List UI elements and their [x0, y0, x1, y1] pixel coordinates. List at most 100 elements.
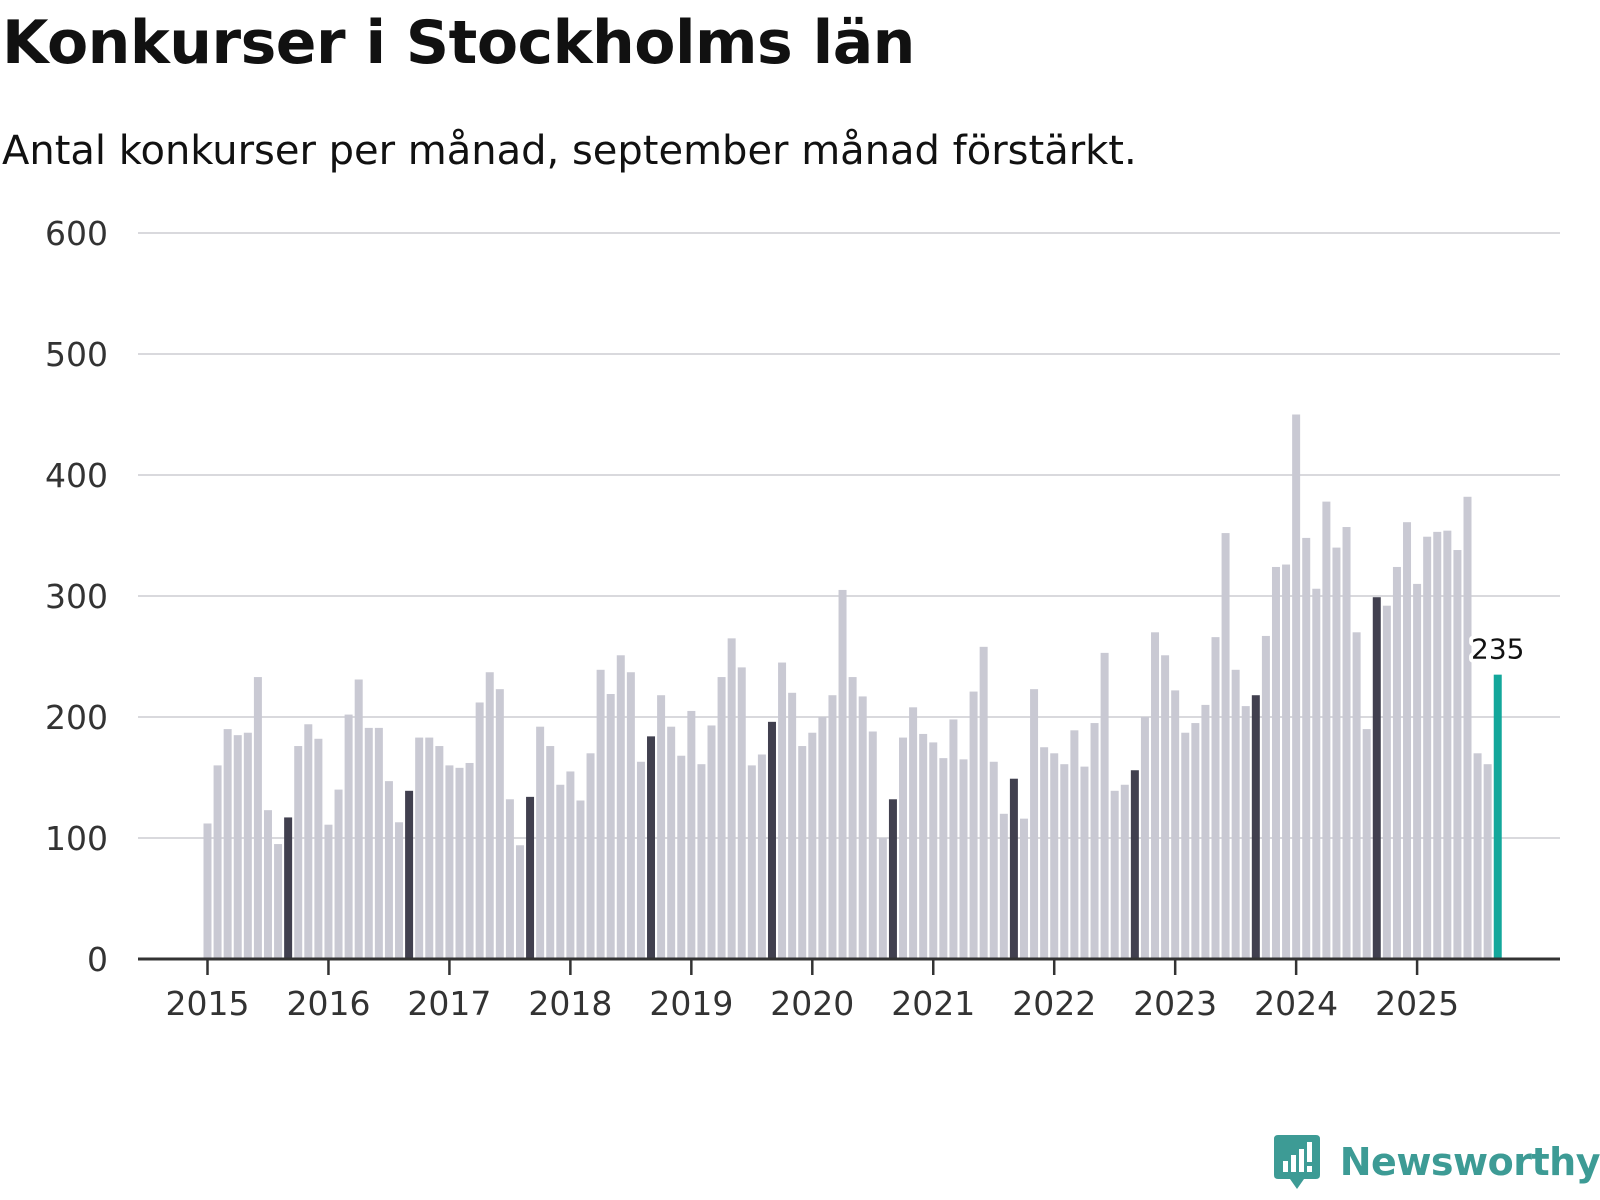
- bar: [868, 731, 877, 959]
- bar: [294, 746, 303, 959]
- bar: [667, 726, 676, 959]
- bar-september: [1251, 695, 1260, 959]
- y-tick-label: 500: [45, 335, 108, 374]
- bar: [677, 755, 686, 959]
- x-tick-label: 2024: [1254, 984, 1338, 1023]
- bar: [969, 691, 978, 959]
- bar: [1050, 753, 1059, 959]
- bar: [919, 733, 928, 959]
- bar: [1140, 717, 1149, 959]
- x-tick-label: 2019: [649, 984, 733, 1023]
- bar: [203, 823, 212, 959]
- bar: [213, 765, 222, 959]
- y-tick-label: 100: [45, 819, 108, 858]
- bar-latest: [1493, 674, 1502, 959]
- bar: [1019, 818, 1028, 959]
- bar: [425, 737, 434, 959]
- x-tick-label: 2018: [528, 984, 612, 1023]
- bar: [576, 800, 585, 959]
- bar: [1080, 766, 1089, 959]
- bar: [697, 764, 706, 959]
- x-tick-label: 2016: [286, 984, 370, 1023]
- bar: [455, 767, 464, 959]
- bar: [445, 765, 454, 959]
- bar: [929, 742, 938, 959]
- x-tick-label: 2021: [891, 984, 975, 1023]
- bar: [999, 813, 1008, 959]
- bar-chart: 0 100 200 300 400 500 600 2015 2016 2017 2018 2019…: [45, 214, 1560, 1023]
- bar: [566, 771, 575, 959]
- bar: [1211, 637, 1220, 959]
- bar: [1433, 531, 1442, 959]
- bar: [717, 677, 726, 959]
- bar: [1231, 669, 1240, 959]
- bar: [778, 662, 787, 959]
- bar: [1312, 588, 1321, 959]
- bar: [263, 810, 272, 959]
- bar: [818, 717, 827, 959]
- bar: [1322, 501, 1331, 959]
- bar-september: [1372, 597, 1381, 959]
- bar: [1473, 753, 1482, 959]
- bar-september: [284, 817, 293, 959]
- bar: [465, 762, 474, 959]
- bar: [1392, 566, 1401, 959]
- bar: [737, 667, 746, 959]
- bar: [1332, 547, 1341, 959]
- bar: [909, 707, 918, 959]
- bar: [687, 710, 696, 959]
- bar-september: [647, 736, 656, 959]
- bar: [949, 719, 958, 959]
- bar: [616, 655, 625, 959]
- bar: [515, 845, 524, 959]
- bar: [1070, 730, 1079, 959]
- bar: [747, 765, 756, 959]
- bar: [364, 727, 373, 959]
- bar: [1181, 732, 1190, 959]
- bar: [1271, 566, 1280, 959]
- y-tick-label: 0: [87, 940, 108, 979]
- bar: [858, 696, 867, 959]
- bar: [1463, 496, 1472, 959]
- bar: [233, 735, 242, 959]
- bar: [828, 695, 837, 959]
- bar-september: [405, 790, 414, 959]
- bar-september: [888, 799, 897, 959]
- bar: [556, 784, 565, 959]
- bar: [1282, 564, 1291, 959]
- chart-subtitle: Antal konkurser per månad, september mån…: [2, 128, 1137, 174]
- bar: [536, 726, 545, 959]
- bar: [1040, 747, 1049, 959]
- x-tick-label: 2022: [1012, 984, 1096, 1023]
- x-tick-label: 2017: [407, 984, 491, 1023]
- bar: [1100, 652, 1109, 959]
- bar-september: [1009, 778, 1018, 959]
- bar: [1382, 605, 1391, 959]
- bar: [959, 759, 968, 959]
- bar: [606, 694, 615, 959]
- bar: [1151, 632, 1160, 959]
- bar: [1030, 689, 1039, 959]
- bar: [415, 737, 424, 959]
- bar: [253, 677, 262, 959]
- bar: [1171, 690, 1180, 959]
- bar: [274, 844, 283, 959]
- bar-september: [767, 721, 776, 959]
- bar: [1362, 729, 1371, 959]
- bar: [838, 589, 847, 959]
- bar: [1261, 635, 1270, 959]
- bar: [304, 724, 313, 959]
- y-tick-label: 300: [45, 577, 108, 616]
- bar: [314, 738, 323, 959]
- bar: [626, 672, 635, 959]
- bar: [1120, 784, 1129, 959]
- bar-september: [1130, 770, 1139, 959]
- bar: [495, 689, 504, 959]
- bar: [939, 758, 948, 959]
- bar: [586, 753, 595, 959]
- bar: [989, 761, 998, 959]
- bar: [1423, 536, 1432, 959]
- bar: [636, 761, 645, 959]
- bar: [1483, 764, 1492, 959]
